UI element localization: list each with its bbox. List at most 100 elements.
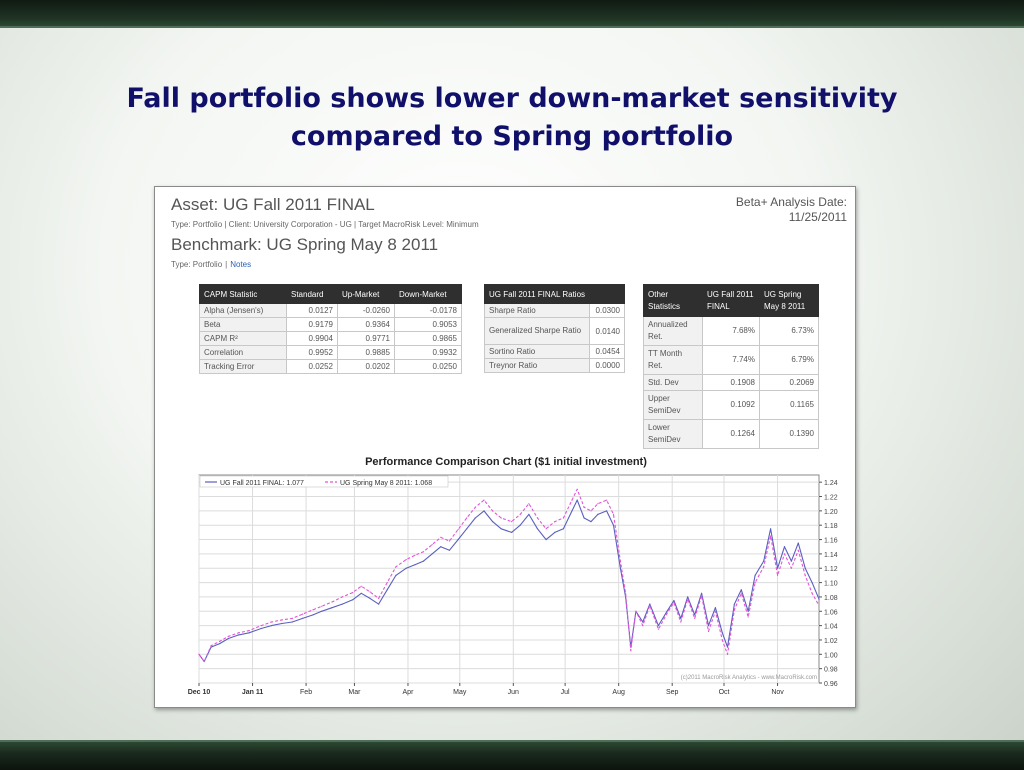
data-point xyxy=(606,499,608,501)
data-point xyxy=(763,566,765,568)
data-point xyxy=(783,546,786,548)
data-point xyxy=(238,632,240,634)
data-point xyxy=(649,604,651,607)
data-point xyxy=(466,517,468,519)
data-point xyxy=(687,596,689,598)
data-point xyxy=(590,510,592,512)
data-point xyxy=(597,503,599,505)
other-statistics-table: Other Statistics UG Fall 2011 FINAL UG S… xyxy=(643,284,819,449)
ratios-header: UG Fall 2011 FINAL Ratios xyxy=(484,284,625,304)
data-point xyxy=(701,594,703,597)
x-tick-label: Apr xyxy=(403,689,415,696)
y-tick-label: 1.24 xyxy=(824,480,838,487)
data-point xyxy=(248,630,250,632)
y-tick-label: 1.20 xyxy=(824,509,838,516)
data-point xyxy=(500,528,502,530)
data-point xyxy=(571,510,573,512)
analysis-date-label: Beta+ Analysis Date: xyxy=(735,195,847,209)
data-point xyxy=(248,632,250,634)
x-tick-label: Sep xyxy=(666,689,679,696)
data-point xyxy=(360,585,362,587)
data-point xyxy=(811,592,813,594)
notes-link[interactable]: Notes xyxy=(230,260,252,269)
chart-watermark: (c)2011 MacroRisk Analytics - www.MacroR… xyxy=(681,675,817,681)
data-point xyxy=(554,531,556,533)
benchmark-separator: | xyxy=(225,260,228,269)
x-tick-label: Dec 10 xyxy=(188,689,211,696)
y-tick-label: 0.98 xyxy=(824,667,838,674)
data-point xyxy=(721,632,723,634)
data-point xyxy=(714,610,717,612)
table-cell: 0.1165 xyxy=(759,390,819,420)
y-tick-label: 1.06 xyxy=(824,609,838,616)
data-point xyxy=(673,602,675,604)
table-row: Correlation 0.9952 0.9885 0.9932 xyxy=(199,345,462,360)
data-point xyxy=(260,627,262,630)
y-tick-label: 1.04 xyxy=(824,624,838,631)
data-point xyxy=(369,591,371,593)
data-point xyxy=(431,553,433,555)
data-point xyxy=(405,567,407,569)
x-tick-label: Mar xyxy=(348,689,361,696)
top-decorative-band xyxy=(0,0,1024,28)
table-row: CAPM R² 0.9904 0.9771 0.9865 xyxy=(199,331,462,346)
data-point xyxy=(281,619,283,621)
data-point xyxy=(331,601,333,603)
data-point xyxy=(721,639,723,641)
data-point xyxy=(302,617,304,619)
data-point xyxy=(203,660,205,663)
data-point xyxy=(804,567,806,569)
data-point xyxy=(707,630,710,632)
data-point xyxy=(492,510,494,512)
x-tick-label: Nov xyxy=(771,689,784,696)
y-tick-label: 1.12 xyxy=(824,566,838,573)
data-point xyxy=(227,637,229,640)
data-point xyxy=(369,597,371,599)
data-point xyxy=(630,650,632,652)
data-point xyxy=(321,610,323,612)
legend-label: UG Fall 2011 FINAL: 1.077 xyxy=(220,480,304,487)
data-point xyxy=(219,640,221,642)
data-point xyxy=(673,599,675,602)
benchmark-meta: Type: Portfolio | Notes xyxy=(171,260,251,269)
data-point xyxy=(733,603,736,605)
capm-header-down-market: Down-Market xyxy=(394,284,462,304)
data-point xyxy=(227,635,229,637)
data-point xyxy=(562,528,564,530)
slide-title: Fall portfolio shows lower down-market s… xyxy=(80,80,944,156)
data-point xyxy=(714,607,717,609)
data-point xyxy=(492,521,494,523)
data-point xyxy=(321,605,323,607)
data-point xyxy=(707,625,710,627)
data-point xyxy=(448,540,450,542)
chart-legend: UG Fall 2011 FINAL: 1.077 UG Spring May 8… xyxy=(199,475,449,488)
data-point xyxy=(726,653,729,655)
data-point xyxy=(612,524,615,526)
y-tick-label: 1.08 xyxy=(824,595,838,602)
data-point xyxy=(811,582,813,584)
y-tick-label: 1.10 xyxy=(824,581,838,588)
data-point xyxy=(740,592,742,594)
data-point xyxy=(281,622,283,625)
table-cell: Tracking Error xyxy=(199,359,287,374)
chart-title: Performance Comparison Chart ($1 initial… xyxy=(365,456,647,468)
data-point xyxy=(414,564,416,566)
data-point xyxy=(378,597,380,599)
data-point xyxy=(312,614,314,616)
data-point xyxy=(571,499,573,501)
table-row: Generalized Sharpe Ratio 0.0140 xyxy=(484,317,625,345)
table-cell: 0.1390 xyxy=(759,419,819,449)
x-tick-label: Oct xyxy=(719,689,730,696)
data-point xyxy=(210,645,212,647)
bottom-decorative-band xyxy=(0,740,1024,770)
table-cell: Lower SemiDev xyxy=(643,419,703,449)
data-point xyxy=(219,643,221,645)
data-point xyxy=(590,521,592,523)
table-cell: 0.0000 xyxy=(589,358,625,373)
table-cell: Correlation xyxy=(199,345,287,360)
data-point xyxy=(576,499,578,501)
series-line xyxy=(198,499,820,663)
table-cell: 6.79% xyxy=(759,345,819,375)
x-tick-label: May xyxy=(453,689,467,696)
data-point xyxy=(511,531,513,533)
